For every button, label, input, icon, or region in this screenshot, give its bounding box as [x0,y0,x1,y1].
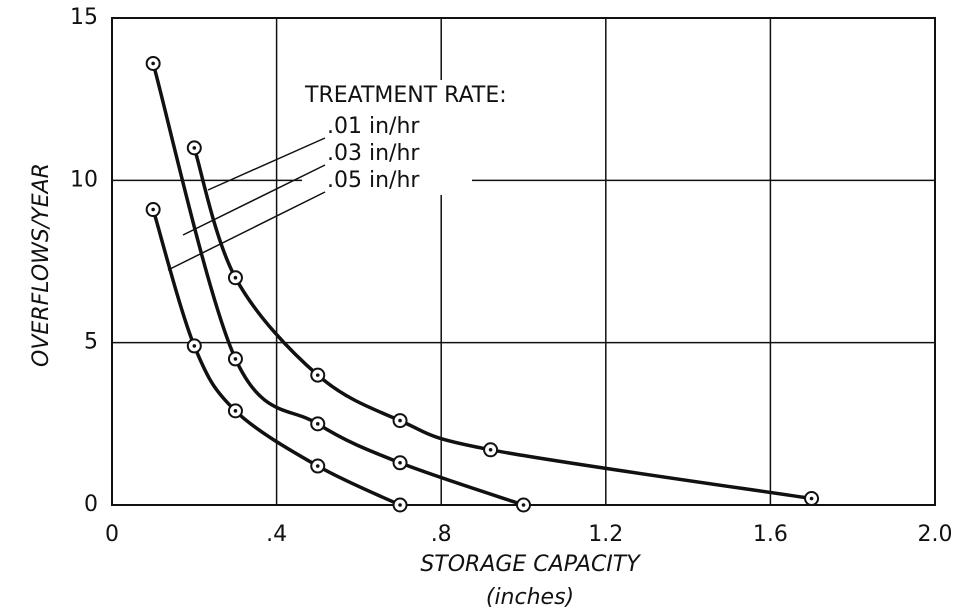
data-point-dot [809,496,814,501]
y-tick-label: 0 [84,492,98,517]
data-point-dot [398,460,402,465]
legend-leader [167,191,326,271]
y-tick-label: 10 [70,167,98,192]
legend-background [302,80,472,195]
legend-label: .03 in/hr [327,141,420,166]
data-point-dot [233,409,238,413]
legend-title: TREATMENT RATE: [304,83,507,108]
data-point-dot [398,503,402,507]
legend-label: .01 in/hr [327,114,420,139]
x-axis-subtitle: (inches) [486,585,574,610]
data-point-dot [151,61,155,66]
x-axis-title: STORAGE CAPACITY [420,552,641,577]
x-tick-label: 0 [105,522,119,547]
series-line [151,62,525,507]
legend-leader [207,137,326,191]
data-point-dot [521,503,526,507]
x-tick-label: 2.0 [918,522,953,547]
legend-label: .05 in/hr [327,168,420,193]
data-point-dot [315,464,320,468]
data-point-dot [192,344,197,348]
data-point-dot [233,275,238,280]
y-tick-label: 5 [84,330,98,355]
x-tick-label: .4 [266,522,287,547]
x-tick-label: 1.2 [588,522,623,547]
data-point-dot [151,207,155,212]
data-point-dot [315,373,320,377]
y-tick-label: 15 [70,5,98,30]
data-point-dot [315,422,320,426]
plot-frame [111,17,936,506]
legend-leader [182,164,326,236]
x-tick-label: 1.6 [753,522,788,547]
data-point-dot [398,418,402,423]
data-point-dot [488,448,493,452]
data-point-dot [233,357,238,361]
x-tick-label: .8 [431,522,452,547]
series-line [192,147,812,501]
data-point-dot [192,146,197,150]
y-axis-title: OVERFLOWS/YEAR [29,163,54,367]
